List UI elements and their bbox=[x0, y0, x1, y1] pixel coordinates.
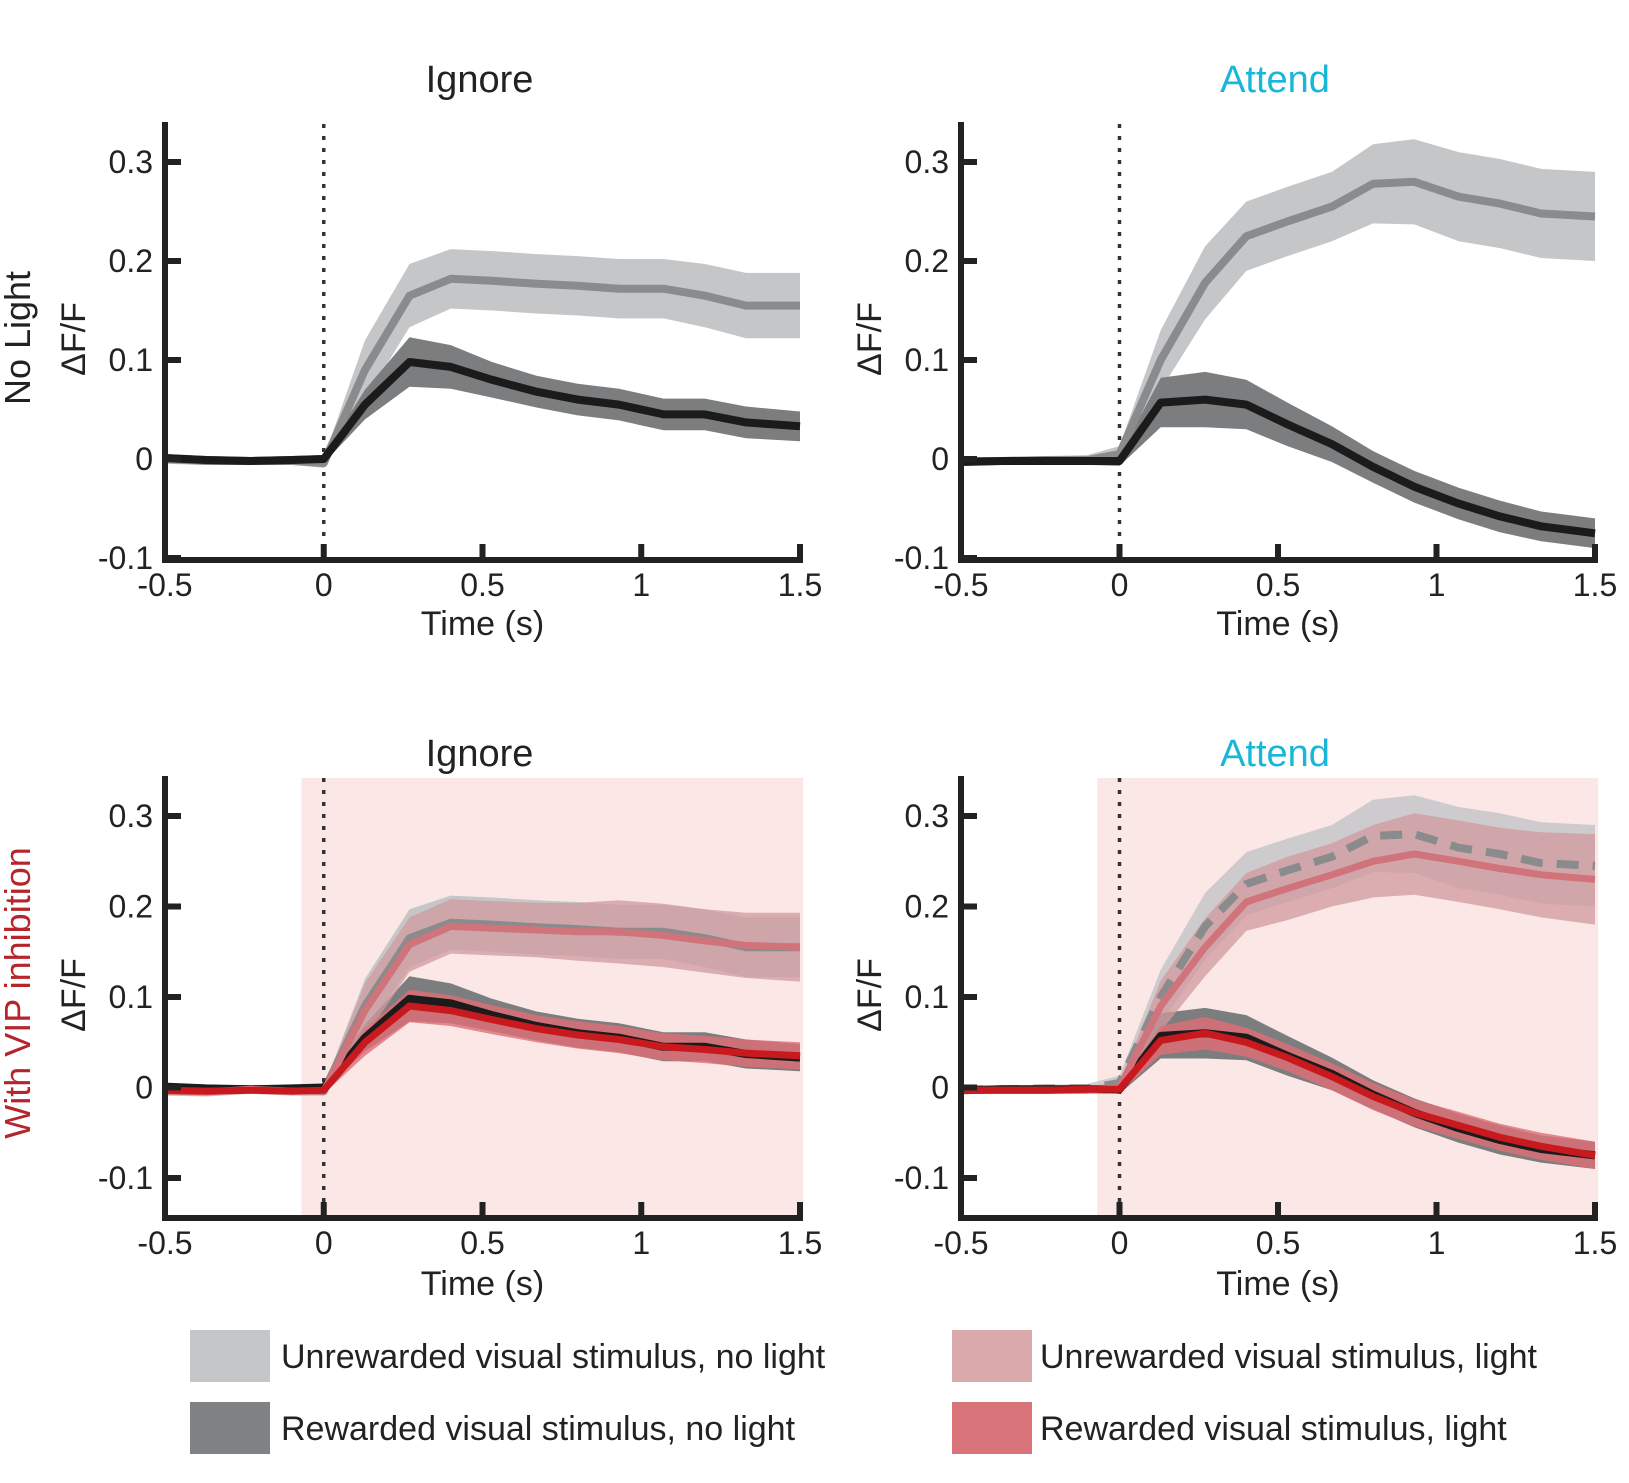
y-tick-label: 0 bbox=[931, 441, 949, 477]
legend-swatch bbox=[190, 1330, 270, 1382]
error-band-1 bbox=[961, 371, 1595, 549]
y-tick-label: 0 bbox=[135, 1070, 153, 1106]
y-axis-label: ΔF/F bbox=[55, 958, 93, 1032]
panel-title: Attend bbox=[1220, 59, 1330, 101]
y-tick-label: 0 bbox=[931, 1070, 949, 1106]
legend-swatch bbox=[952, 1330, 1032, 1382]
y-tick-label: 0.2 bbox=[905, 889, 949, 925]
legend-label: Unrewarded visual stimulus, no light bbox=[281, 1338, 826, 1376]
x-tick-label: 1 bbox=[632, 567, 650, 603]
x-tick-label: 1 bbox=[1428, 1225, 1446, 1261]
error-band-0 bbox=[165, 249, 800, 468]
x-tick-label: 0.5 bbox=[460, 567, 504, 603]
error-band-2 bbox=[961, 813, 1595, 1094]
row-label-vip-inhibition: With VIP inhibition bbox=[0, 847, 38, 1138]
x-tick-label: 1.5 bbox=[778, 1225, 822, 1261]
error-band-3 bbox=[961, 1016, 1595, 1169]
panel-3: -0.5 0 0.5 1 1.5 -0.1 0 0.1 0.2 0.3 Time (s) ΔF/F At… bbox=[851, 733, 1617, 1303]
legend-swatch bbox=[952, 1402, 1032, 1454]
y-tick-label: 0.1 bbox=[109, 342, 153, 378]
legend-item-unrewarded-light: Unrewarded visual stimulus, light bbox=[952, 1330, 1538, 1382]
y-tick-label: 0 bbox=[135, 441, 153, 477]
row-label-no-light: No Light bbox=[0, 271, 38, 405]
x-tick-label: 0.5 bbox=[460, 1225, 504, 1261]
error-band-1 bbox=[165, 337, 800, 465]
y-tick-label: 0.1 bbox=[905, 979, 949, 1015]
error-band-0 bbox=[961, 139, 1595, 465]
x-axis-label: Time (s) bbox=[1216, 605, 1339, 643]
y-tick-label: 0.3 bbox=[905, 798, 949, 834]
x-tick-label: 1.5 bbox=[778, 567, 822, 603]
legend: Unrewarded visual stimulus, no light Rew… bbox=[190, 1330, 1538, 1454]
legend-item-rewarded-no-light: Rewarded visual stimulus, no light bbox=[190, 1402, 796, 1454]
x-tick-label: -0.5 bbox=[137, 1225, 192, 1261]
y-tick-label: 0.3 bbox=[905, 144, 949, 180]
y-axis-label: ΔF/F bbox=[55, 302, 93, 376]
x-tick-label: 0.5 bbox=[1256, 567, 1300, 603]
x-tick-label: 1.5 bbox=[1573, 1225, 1617, 1261]
panel-title: Ignore bbox=[426, 59, 534, 101]
y-tick-label: 0.3 bbox=[109, 798, 153, 834]
x-tick-label: 1 bbox=[632, 1225, 650, 1261]
x-tick-label: 1 bbox=[1428, 567, 1446, 603]
legend-swatch bbox=[190, 1402, 270, 1454]
panel-2: -0.5 0 0.5 1 1.5 -0.1 0 0.1 0.2 0.3 Time (s) ΔF/F Ig… bbox=[55, 733, 822, 1303]
legend-item-rewarded-light: Rewarded visual stimulus, light bbox=[952, 1402, 1507, 1454]
series-line-1 bbox=[164, 358, 801, 465]
y-tick-label: 0.2 bbox=[905, 243, 949, 279]
y-tick-label: -0.1 bbox=[98, 1160, 153, 1196]
x-tick-label: -0.5 bbox=[933, 1225, 988, 1261]
x-tick-label: 1.5 bbox=[1573, 567, 1617, 603]
x-tick-label: 0 bbox=[1111, 1225, 1129, 1261]
x-tick-label: 0 bbox=[315, 1225, 333, 1261]
panel-title: Ignore bbox=[426, 733, 534, 775]
series-line-3 bbox=[961, 1029, 1596, 1159]
x-axis-label: Time (s) bbox=[421, 1265, 544, 1303]
legend-label: Rewarded visual stimulus, light bbox=[1040, 1410, 1507, 1448]
y-tick-label: -0.1 bbox=[98, 540, 153, 576]
y-tick-label: -0.1 bbox=[894, 540, 949, 576]
x-tick-label: 0.5 bbox=[1256, 1225, 1300, 1261]
x-tick-label: -0.5 bbox=[933, 567, 988, 603]
y-axis-label: ΔF/F bbox=[851, 958, 889, 1032]
legend-label: Rewarded visual stimulus, no light bbox=[281, 1410, 796, 1448]
error-band-2 bbox=[165, 899, 800, 1097]
y-tick-label: 0.2 bbox=[109, 243, 153, 279]
x-tick-label: 0 bbox=[1111, 567, 1129, 603]
y-tick-label: 0.3 bbox=[109, 144, 153, 180]
panel-1: -0.5 0 0.5 1 1.5 -0.1 0 0.1 0.2 0.3 Time (s) ΔF/F At… bbox=[851, 59, 1617, 643]
y-tick-label: 0.1 bbox=[109, 979, 153, 1015]
y-tick-label: 0.2 bbox=[109, 889, 153, 925]
legend-label: Unrewarded visual stimulus, light bbox=[1040, 1338, 1538, 1376]
x-axis-label: Time (s) bbox=[421, 605, 544, 643]
panel-0: -0.5 0 0.5 1 1.5 -0.1 0 0.1 0.2 0.3 Time (s) ΔF/F Ig… bbox=[55, 59, 822, 643]
y-tick-label: -0.1 bbox=[894, 1160, 949, 1196]
x-axis-label: Time (s) bbox=[1216, 1265, 1339, 1303]
series-line-1 bbox=[960, 395, 1596, 538]
legend-item-unrewarded-no-light: Unrewarded visual stimulus, no light bbox=[190, 1330, 826, 1382]
panel-grid: -0.5 0 0.5 1 1.5 -0.1 0 0.1 0.2 0.3 Time (s) ΔF/F Ig… bbox=[55, 59, 1617, 1303]
y-axis-label: ΔF/F bbox=[851, 302, 889, 376]
x-tick-label: 0 bbox=[315, 567, 333, 603]
panel-title: Attend bbox=[1220, 733, 1330, 775]
x-tick-label: -0.5 bbox=[137, 567, 192, 603]
series-line-3 bbox=[164, 1002, 801, 1095]
y-tick-label: 0.1 bbox=[905, 342, 949, 378]
